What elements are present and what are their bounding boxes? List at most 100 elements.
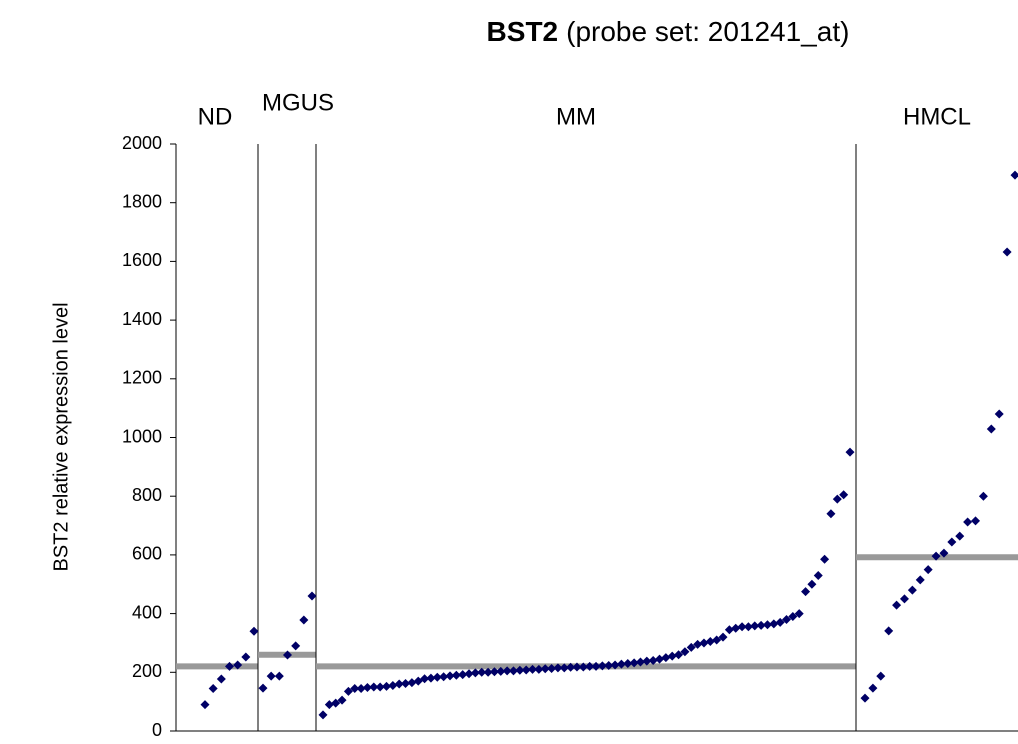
data-point — [718, 632, 728, 642]
data-point — [420, 674, 430, 684]
data-point — [350, 683, 360, 693]
y-tick-label: 0 — [152, 720, 162, 740]
group-label: ND — [198, 103, 233, 130]
data-point — [528, 664, 538, 674]
data-point — [572, 662, 582, 672]
data-point — [394, 679, 404, 689]
data-point — [502, 666, 512, 676]
data-point — [578, 662, 588, 672]
data-point — [939, 548, 949, 558]
data-point — [899, 594, 909, 604]
data-point — [566, 662, 576, 672]
data-point — [464, 669, 474, 679]
y-tick-label: 600 — [132, 544, 162, 564]
data-point — [337, 695, 347, 705]
data-point — [724, 625, 734, 635]
data-point — [483, 667, 493, 677]
data-point — [731, 623, 741, 633]
data-point — [775, 617, 785, 627]
data-point — [686, 642, 696, 652]
data-point — [451, 670, 461, 680]
data-point — [699, 638, 709, 648]
y-axis-label: BST2 relative expression level — [50, 302, 72, 571]
data-point — [813, 570, 823, 580]
data-point — [381, 681, 391, 691]
data-point — [375, 682, 385, 692]
data-point — [915, 575, 925, 585]
data-point — [616, 659, 626, 669]
data-point — [249, 626, 259, 636]
data-point — [629, 658, 639, 668]
y-tick-label: 1200 — [122, 368, 162, 388]
y-tick-label: 1000 — [122, 426, 162, 446]
data-point — [986, 424, 996, 434]
data-point — [597, 661, 607, 671]
data-point — [955, 531, 965, 541]
data-point — [489, 667, 499, 677]
data-point — [324, 700, 334, 710]
data-point — [661, 653, 671, 663]
data-point — [947, 537, 957, 547]
data-point — [750, 621, 760, 631]
data-point — [762, 620, 772, 630]
data-point — [208, 683, 218, 693]
data-point — [642, 656, 652, 666]
data-point — [978, 491, 988, 501]
y-tick-label: 800 — [132, 485, 162, 505]
data-point — [432, 672, 442, 682]
group-label: MGUS — [262, 89, 334, 116]
group-label: HMCL — [903, 103, 971, 130]
data-point — [216, 674, 226, 684]
y-tick-label: 200 — [132, 661, 162, 681]
data-point — [832, 494, 842, 504]
data-point — [521, 665, 531, 675]
data-point — [591, 661, 601, 671]
data-point — [439, 672, 449, 682]
data-point — [648, 656, 658, 666]
data-point — [680, 647, 690, 657]
data-point — [458, 670, 468, 680]
data-point — [547, 663, 557, 673]
data-point — [274, 671, 284, 681]
data-point — [826, 509, 836, 519]
data-point — [241, 652, 251, 662]
data-point — [604, 661, 614, 671]
data-point — [876, 671, 886, 681]
data-point — [1010, 170, 1018, 180]
y-tick-label: 1800 — [122, 191, 162, 211]
y-tick-label: 1600 — [122, 250, 162, 270]
data-point — [610, 660, 620, 670]
group-label: MM — [556, 103, 596, 130]
data-point — [477, 667, 487, 677]
data-point — [868, 683, 878, 693]
subtitle: (probe set: 201241_at) — [566, 16, 849, 47]
data-point — [585, 661, 595, 671]
data-point — [401, 678, 411, 688]
data-point — [712, 635, 722, 645]
data-point — [356, 683, 366, 693]
data-point — [426, 673, 436, 683]
data-point — [233, 660, 243, 670]
data-point — [884, 626, 894, 636]
data-point — [200, 700, 210, 710]
data-point — [820, 554, 830, 564]
data-point — [508, 666, 518, 676]
data-point — [971, 516, 981, 526]
data-point — [470, 668, 480, 678]
data-point — [807, 579, 817, 589]
data-point — [839, 490, 849, 500]
data-point — [258, 683, 268, 693]
data-point — [674, 650, 684, 660]
data-point — [362, 683, 372, 693]
data-point — [266, 671, 276, 681]
data-point — [743, 622, 753, 632]
data-point — [1002, 247, 1012, 257]
data-point — [655, 654, 665, 664]
title: BST2 — [487, 16, 559, 47]
data-point — [283, 650, 292, 660]
y-tick-label: 400 — [132, 602, 162, 622]
data-point — [794, 609, 804, 619]
data-point — [388, 681, 398, 691]
data-point — [635, 657, 645, 667]
